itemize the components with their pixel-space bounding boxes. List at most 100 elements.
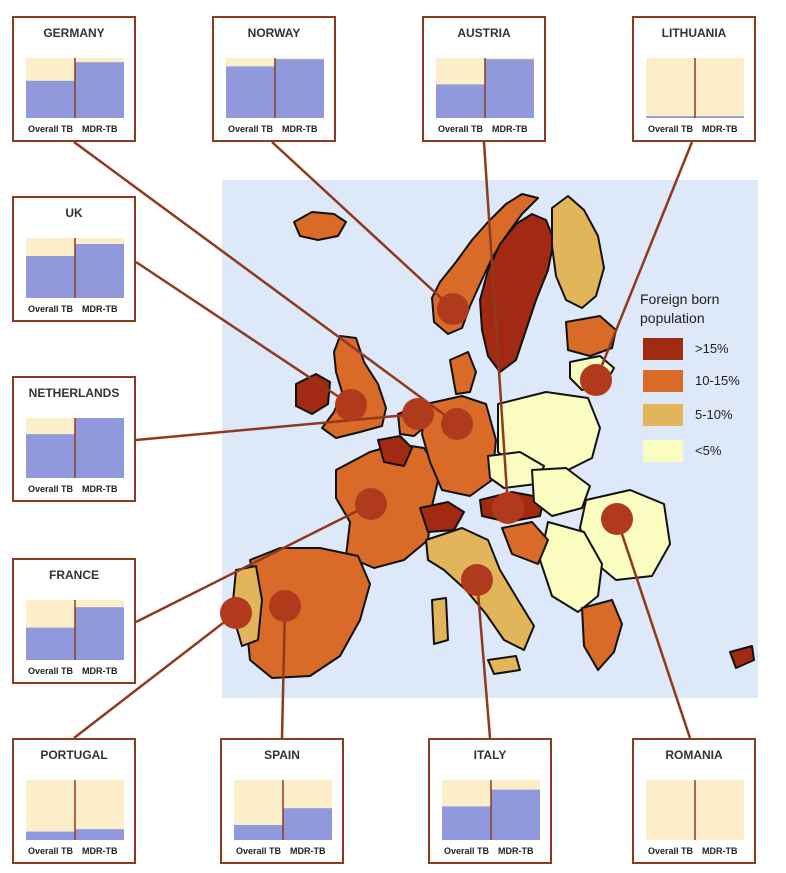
country-cyprus [729, 645, 755, 669]
country-box-norway: NORWAY Overall TB MDR-TB [212, 16, 336, 142]
label-mdr-tb: MDR-TB [82, 484, 118, 494]
bar-chart-portugal [26, 780, 124, 840]
country-balkans [539, 521, 603, 613]
bar-chart-uk [26, 238, 124, 298]
label-overall-tb: Overall TB [648, 846, 694, 856]
legend-label: 5-10% [695, 407, 733, 422]
legend-label: >15% [695, 341, 729, 356]
bar-mdr-tb [275, 59, 324, 118]
country-box-germany: GERMANY Overall TB MDR-TB [12, 16, 136, 142]
country-box-italy: ITALY Overall TB MDR-TB [428, 738, 552, 864]
marker-austria [492, 492, 524, 524]
marker-portugal [220, 597, 252, 629]
connector-spain [280, 605, 287, 739]
bar-overall-tb [26, 434, 75, 478]
connector-uk [135, 260, 352, 407]
label-overall-tb: Overall TB [438, 124, 484, 134]
country-name-italy: ITALY [473, 748, 507, 762]
label-mdr-tb: MDR-TB [82, 846, 118, 856]
legend-swatch [643, 404, 683, 426]
country-greece [581, 599, 623, 671]
legend-swatch [643, 338, 683, 360]
bar-chart-italy [442, 780, 540, 840]
bar-overall-tb [442, 806, 491, 840]
bar-mdr-tb [75, 829, 124, 840]
country-name-netherlands: NETHERLANDS [28, 386, 120, 400]
connector-portugal [73, 612, 237, 739]
country-sardinia [431, 597, 449, 645]
country-name-austria: AUSTRIA [457, 26, 511, 40]
country-box-france: FRANCE Overall TB MDR-TB [12, 558, 136, 684]
country-box-uk: UK Overall TB MDR-TB [12, 196, 136, 322]
connector-romania [615, 518, 692, 739]
connector-netherlands [135, 412, 419, 442]
legend-item: 5-10% [643, 404, 773, 426]
country-name-romania: ROMANIA [665, 748, 723, 762]
label-mdr-tb: MDR-TB [282, 124, 318, 134]
label-mdr-tb: MDR-TB [82, 304, 118, 314]
label-overall-tb: Overall TB [648, 124, 694, 134]
bar-chart-france [26, 600, 124, 660]
country-box-netherlands: NETHERLANDS Overall TB MDR-TB [12, 376, 136, 502]
marker-spain [269, 590, 301, 622]
bar-overall-tb [646, 116, 695, 118]
bar-chart-germany [26, 58, 124, 118]
bar-chart-lithuania [646, 58, 744, 118]
country-estonia-latvia [565, 315, 617, 357]
connector-austria [482, 141, 510, 509]
country-denmark [449, 351, 477, 395]
label-overall-tb: Overall TB [28, 846, 74, 856]
country-finland [551, 195, 605, 309]
legend-label: 10-15% [695, 373, 740, 388]
country-box-portugal: PORTUGAL Overall TB MDR-TB [12, 738, 136, 864]
label-mdr-tb: MDR-TB [82, 124, 118, 134]
country-hungary-slovakia [531, 467, 591, 517]
country-name-france: FRANCE [49, 568, 99, 582]
country-box-lithuania: LITHUANIA Overall TB MDR-TB [632, 16, 756, 142]
bar-mdr-tb [75, 418, 124, 478]
bar-overall-tb [436, 84, 485, 118]
label-overall-tb: Overall TB [228, 124, 274, 134]
legend-title: Foreign born population [640, 290, 719, 328]
country-name-lithuania: LITHUANIA [661, 26, 727, 40]
marker-italy [461, 564, 493, 596]
country-iceland [293, 211, 347, 241]
country-germany [421, 395, 497, 497]
bar-chart-austria [436, 58, 534, 118]
legend-swatch [643, 440, 683, 462]
country-name-portugal: PORTUGAL [40, 748, 108, 762]
bar-overall-tb [26, 831, 75, 840]
bar-overall-tb [26, 80, 75, 118]
bar-overall-tb [26, 627, 75, 660]
label-overall-tb: Overall TB [28, 666, 74, 676]
bar-chart-romania [646, 780, 744, 840]
country-name-germany: GERMANY [43, 26, 105, 40]
bar-mdr-tb [485, 59, 534, 118]
label-mdr-tb: MDR-TB [290, 846, 326, 856]
country-name-spain: SPAIN [264, 748, 300, 762]
label-overall-tb: Overall TB [444, 846, 490, 856]
legend-title-line2: population [640, 310, 705, 326]
country-box-romania: ROMANIA Overall TB MDR-TB [632, 738, 756, 864]
marker-france [355, 488, 387, 520]
country-name-uk: UK [65, 206, 83, 220]
bar-mdr-tb [75, 62, 124, 118]
marker-uk [335, 389, 367, 421]
marker-romania [601, 503, 633, 535]
label-overall-tb: Overall TB [28, 484, 74, 494]
marker-germany [441, 408, 473, 440]
bar-overall-tb [234, 825, 283, 840]
marker-norway [437, 293, 469, 325]
connector-lithuania [594, 141, 694, 381]
country-switzerland [419, 501, 465, 533]
country-belgium [377, 435, 413, 467]
marker-netherlands [402, 398, 434, 430]
country-box-spain: SPAIN Overall TB MDR-TB [220, 738, 344, 864]
connector-norway [271, 141, 454, 310]
label-mdr-tb: MDR-TB [492, 124, 528, 134]
connector-germany [73, 140, 458, 426]
label-mdr-tb: MDR-TB [702, 846, 738, 856]
label-overall-tb: Overall TB [28, 124, 74, 134]
